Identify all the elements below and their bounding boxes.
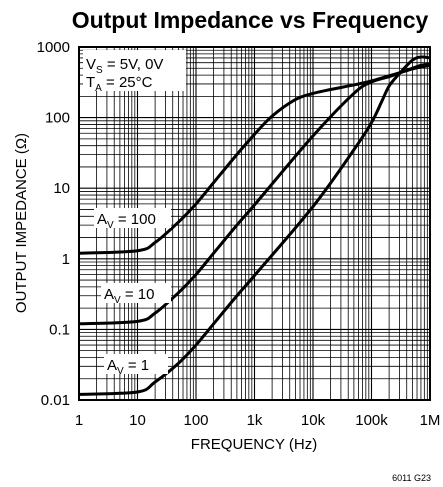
series-label-box-av10: [101, 283, 171, 303]
y-axis-label: OUTPUT IMPEDANCE (Ω): [13, 133, 30, 313]
plot-frame: [78, 46, 431, 401]
series-label-av100: AV = 100: [97, 211, 156, 231]
y-tick-label: 0.1: [49, 321, 70, 338]
y-tick-labels: 1000 100 10 1 0.1 0.01: [37, 39, 70, 409]
y-tick-label: 100: [45, 110, 70, 127]
y-tick-label: 1: [62, 251, 70, 268]
y-tick-label: 0.01: [41, 392, 70, 409]
x-tick-label: 10: [129, 412, 146, 429]
x-axis-label: FREQUENCY (Hz): [191, 436, 317, 453]
y-tick-label: 1000: [37, 39, 70, 56]
x-tick-label: 100k: [355, 412, 388, 429]
series-label-av10: AV = 10: [104, 286, 154, 306]
figure-code: 6011 G23: [392, 473, 431, 483]
x-tick-label: 100: [183, 412, 208, 429]
series-label-av1: AV = 1: [107, 357, 149, 377]
chart-title: Output Impedance vs Frequency: [72, 7, 429, 33]
x-tick-label: 1k: [247, 412, 263, 429]
condition-vs: VS = 5V, 0V: [86, 56, 163, 76]
x-tick-label: 1M: [420, 412, 441, 429]
condition-ta: TA = 25°C: [86, 74, 153, 94]
x-tick-label: 10k: [301, 412, 326, 429]
series-label-box-av1: [104, 354, 168, 374]
x-tick-labels: 1 10 100 1k 10k 100k 1M: [75, 412, 441, 429]
series-label-box-av100: [94, 208, 171, 228]
x-tick-label: 1: [75, 412, 83, 429]
series-line-2: [78, 55, 431, 396]
conditions-box: [83, 50, 186, 91]
y-tick-label: 10: [53, 180, 70, 197]
